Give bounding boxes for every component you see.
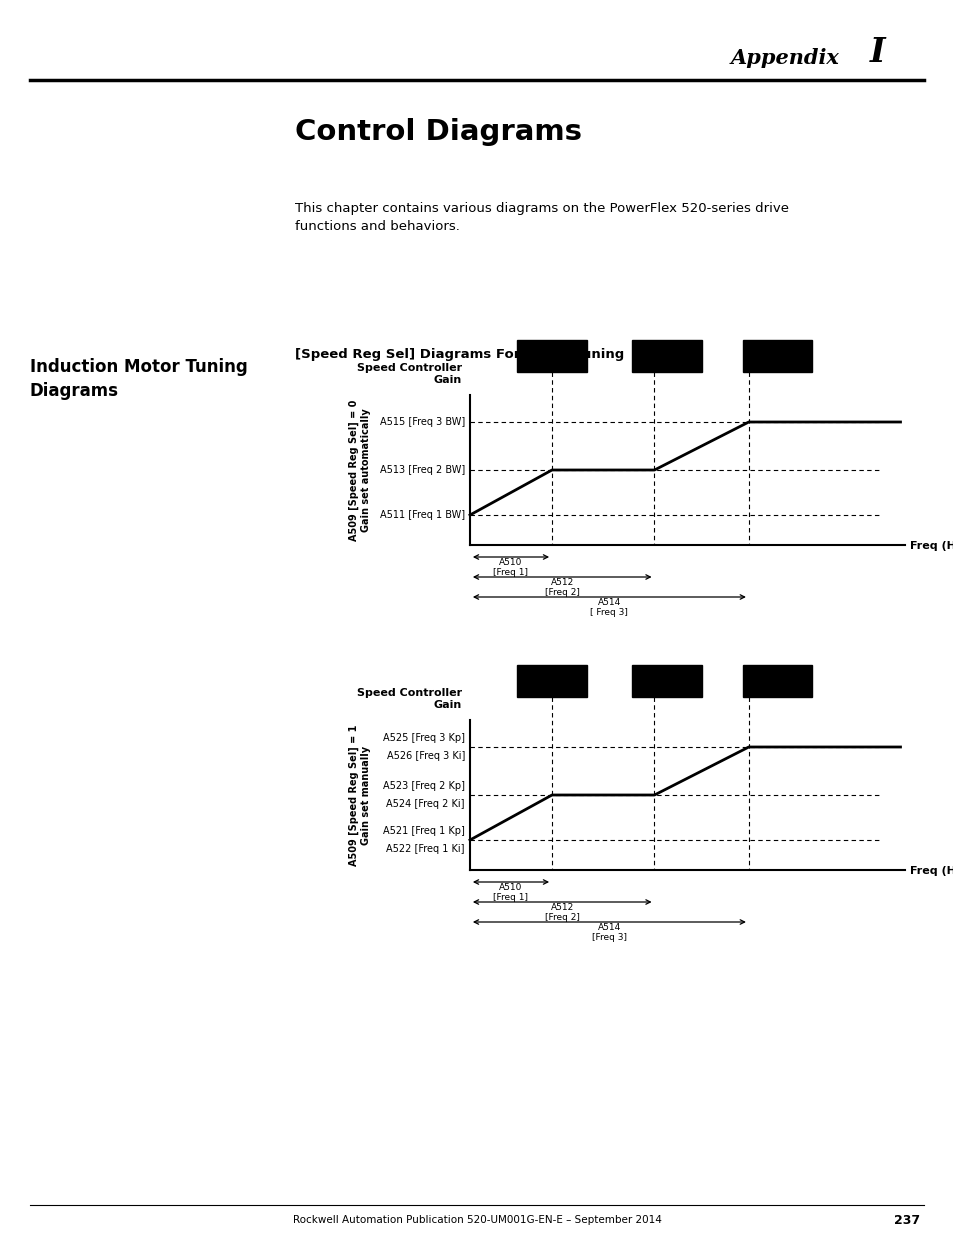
Text: This chapter contains various diagrams on the PowerFlex 520-series drive
functio: This chapter contains various diagrams o… bbox=[294, 203, 788, 233]
Bar bbox=[741, 664, 812, 697]
Text: A526 [Freq 3 Ki]: A526 [Freq 3 Ki] bbox=[386, 751, 464, 761]
Text: A510
[Freq 1]: A510 [Freq 1] bbox=[493, 558, 528, 578]
Text: A523 [Freq 2 Kp]: A523 [Freq 2 Kp] bbox=[382, 781, 464, 790]
Text: A515 [Freq 3 BW]: A515 [Freq 3 BW] bbox=[379, 417, 464, 427]
Text: Appendix: Appendix bbox=[730, 48, 840, 68]
Text: A512
[Freq 2]: A512 [Freq 2] bbox=[544, 578, 579, 598]
Text: A524 [Freq 2 Ki]: A524 [Freq 2 Ki] bbox=[386, 799, 464, 809]
Text: Speed Controller
Gain: Speed Controller Gain bbox=[356, 688, 461, 710]
Text: Freq (Hz): Freq (Hz) bbox=[909, 866, 953, 876]
Text: A521 [Freq 1 Kp]: A521 [Freq 1 Kp] bbox=[383, 826, 464, 836]
Text: Freq (Hz): Freq (Hz) bbox=[909, 541, 953, 551]
Text: A525 [Freq 3 Kp]: A525 [Freq 3 Kp] bbox=[382, 734, 464, 743]
Text: A511 [Freq 1 BW]: A511 [Freq 1 BW] bbox=[379, 510, 464, 520]
Text: High Speed
Control Mode: High Speed Control Mode bbox=[742, 346, 811, 366]
Text: Rockwell Automation Publication 520-UM001G-EN-E – September 2014: Rockwell Automation Publication 520-UM00… bbox=[293, 1215, 660, 1225]
Text: Mid Speed
Control Mode: Mid Speed Control Mode bbox=[632, 672, 700, 690]
Text: Speed Controller
Gain: Speed Controller Gain bbox=[356, 363, 461, 385]
Text: 237: 237 bbox=[893, 1214, 919, 1226]
Text: A512
[Freq 2]: A512 [Freq 2] bbox=[544, 903, 579, 923]
Text: Control Diagrams: Control Diagrams bbox=[294, 119, 581, 146]
Text: I: I bbox=[869, 36, 884, 68]
Text: A514
[ Freq 3]: A514 [ Freq 3] bbox=[590, 598, 628, 618]
Text: A514
[Freq 3]: A514 [Freq 3] bbox=[591, 923, 626, 942]
Text: A509 [Speed Reg Sel] = 1
Gain set manually: A509 [Speed Reg Sel] = 1 Gain set manual… bbox=[349, 724, 371, 866]
Text: A513 [Freq 2 BW]: A513 [Freq 2 BW] bbox=[379, 466, 464, 475]
Text: Low Speed
Control Mode: Low Speed Control Mode bbox=[517, 672, 585, 690]
Text: A510
[Freq 1]: A510 [Freq 1] bbox=[493, 883, 528, 903]
Text: Induction Motor Tuning
Diagrams: Induction Motor Tuning Diagrams bbox=[30, 358, 248, 400]
Text: Low Speed
Control Mode: Low Speed Control Mode bbox=[517, 346, 585, 366]
Text: A522 [Freq 1 Ki]: A522 [Freq 1 Ki] bbox=[386, 844, 464, 853]
Text: A509 [Speed Reg Sel] = 0
Gain set automatically: A509 [Speed Reg Sel] = 0 Gain set automa… bbox=[349, 399, 371, 541]
Text: High Speed
Control Mode: High Speed Control Mode bbox=[742, 672, 811, 690]
Bar bbox=[631, 664, 700, 697]
Bar bbox=[741, 340, 812, 372]
Text: [Speed Reg Sel] Diagrams For Motor Tuning: [Speed Reg Sel] Diagrams For Motor Tunin… bbox=[294, 348, 623, 361]
Bar bbox=[517, 340, 586, 372]
Text: Mid Speed
Control Mode: Mid Speed Control Mode bbox=[632, 346, 700, 366]
Bar bbox=[631, 340, 700, 372]
Bar bbox=[517, 664, 586, 697]
